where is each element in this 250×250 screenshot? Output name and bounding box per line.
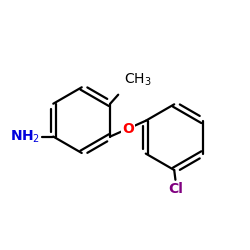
Text: CH$_3$: CH$_3$	[124, 72, 151, 88]
Text: NH$_2$: NH$_2$	[10, 128, 40, 145]
Text: Cl: Cl	[168, 182, 183, 196]
Text: O: O	[122, 122, 134, 136]
